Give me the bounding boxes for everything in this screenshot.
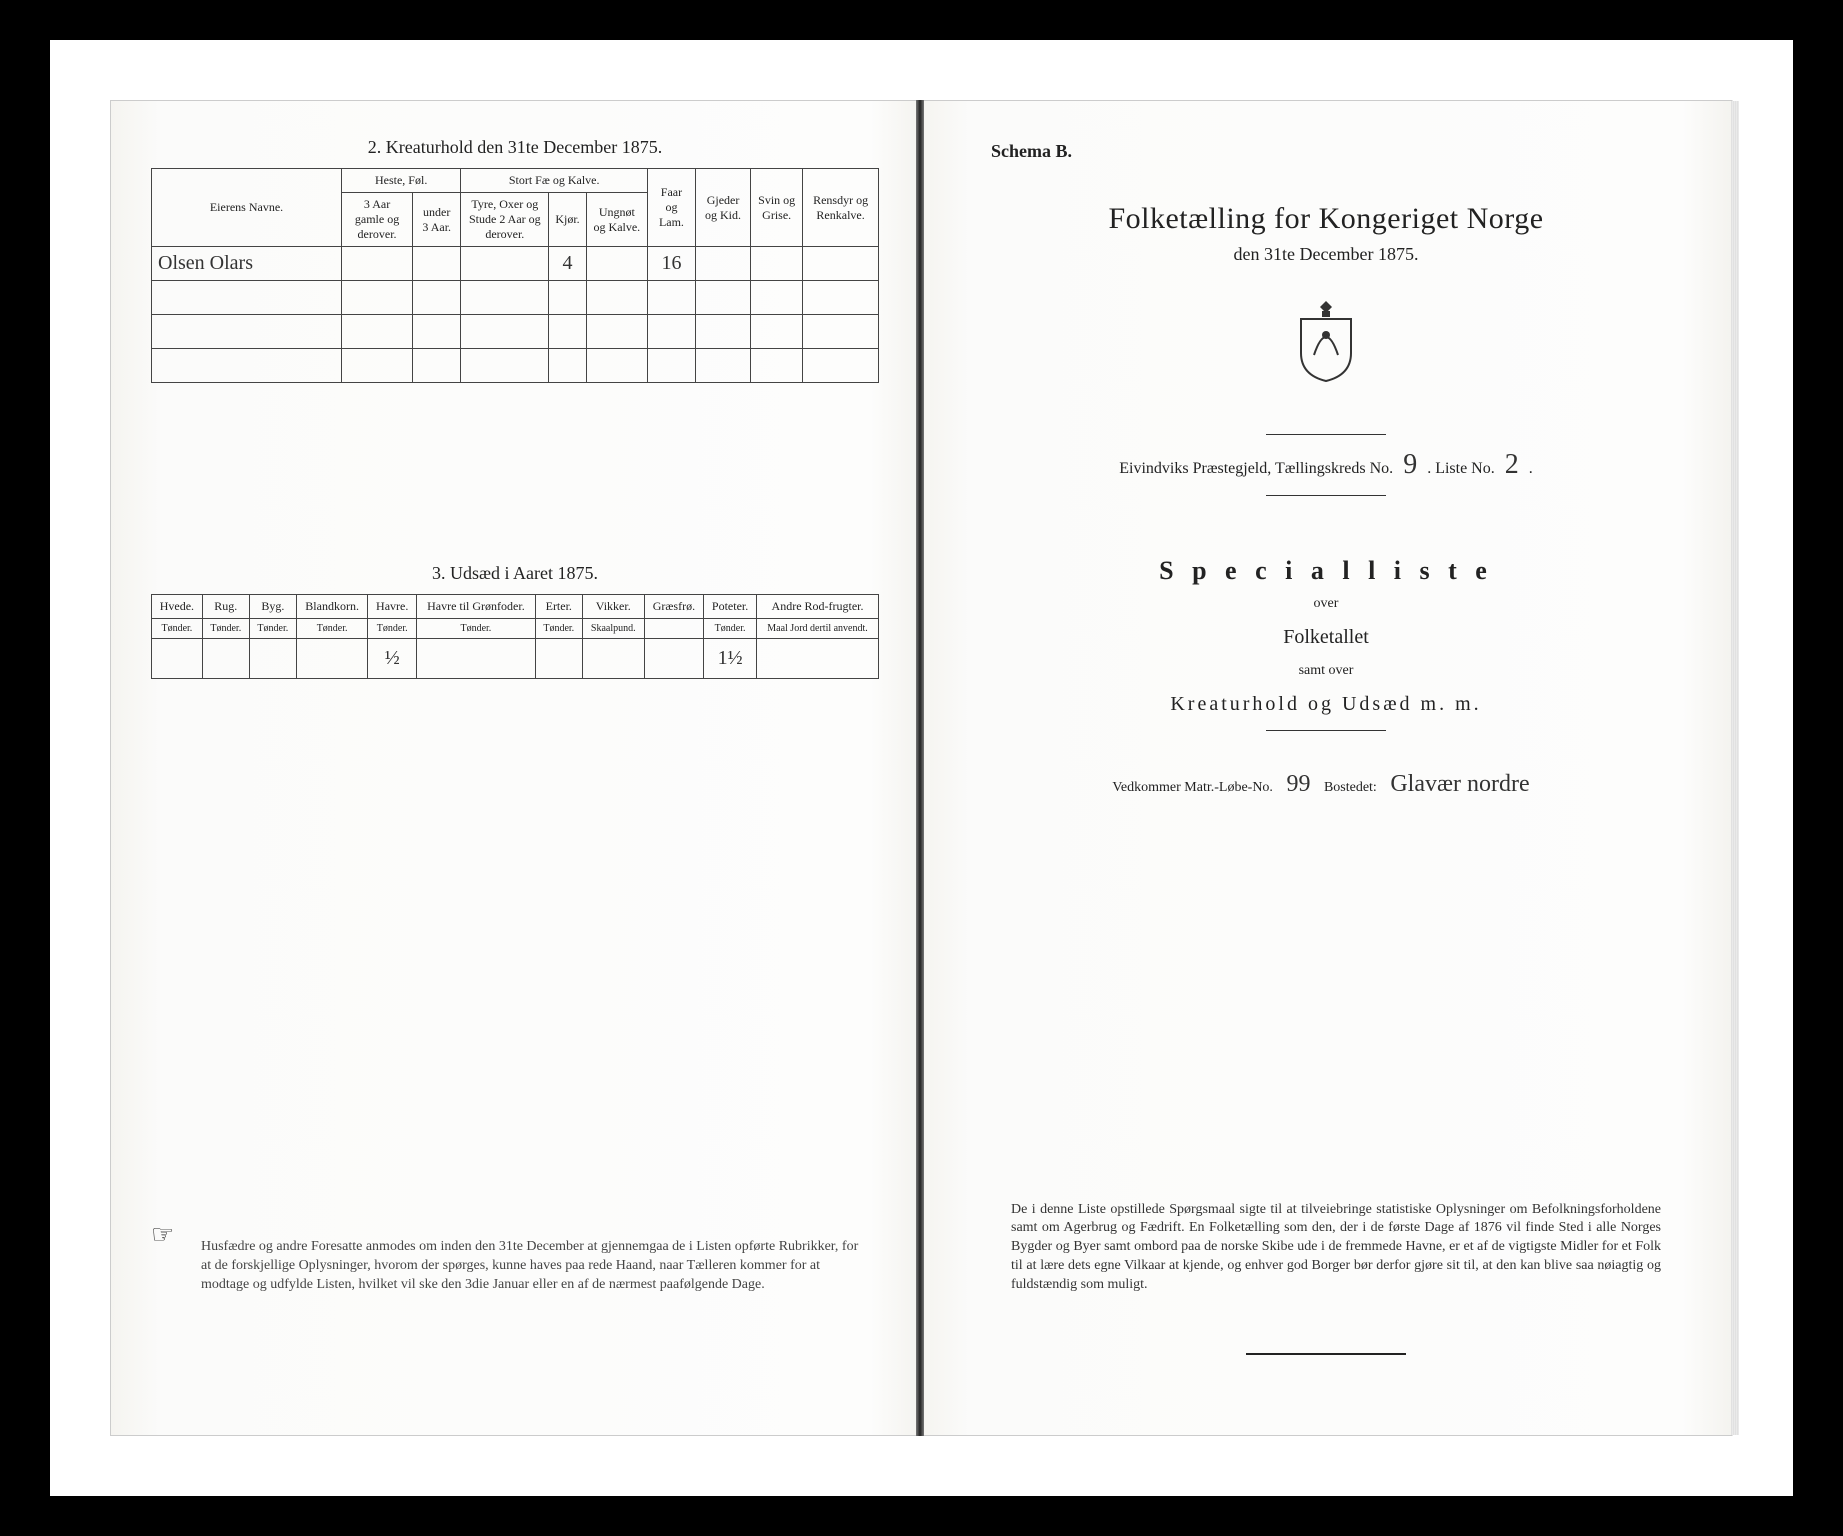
th-stort-a: Tyre, Oxer og Stude 2 Aar og derover. xyxy=(461,193,549,247)
prest-line: Eivindviks Præstegjeld, Tællingskreds No… xyxy=(961,449,1691,481)
main-title: Folketælling for Kongeriget Norge xyxy=(961,202,1691,236)
th-stort: Stort Fæ og Kalve. xyxy=(461,169,648,193)
coat-of-arms-icon xyxy=(1286,295,1366,385)
section2-title: 2. Kreaturhold den 31te December 1875. xyxy=(151,137,879,158)
th3-4: Havre. xyxy=(368,595,417,619)
table-row xyxy=(152,349,879,383)
cell: 4 xyxy=(549,247,586,281)
scan-frame: 2. Kreaturhold den 31te December 1875. E… xyxy=(50,40,1793,1496)
left-footnote: Husfædre og andre Foresatte anmodes om i… xyxy=(201,1238,859,1295)
divider xyxy=(1266,495,1386,496)
th3s-9: Tønder. xyxy=(704,619,757,639)
table-row xyxy=(152,281,879,315)
vedk-pre: Vedkommer Matr.-Løbe-No. xyxy=(1112,780,1273,795)
vedk-mid: Bostedet: xyxy=(1324,780,1377,795)
th-heste: Heste, Føl. xyxy=(342,169,461,193)
table-row xyxy=(152,315,879,349)
th-heste-a: 3 Aar gamle og derover. xyxy=(342,193,413,247)
bosted: Glavær nordre xyxy=(1390,771,1529,797)
cell xyxy=(249,639,296,679)
th-faar: Faar og Lam. xyxy=(648,169,696,247)
th3s-0: Tønder. xyxy=(152,619,203,639)
cell xyxy=(586,247,647,281)
schema-label: Schema B. xyxy=(991,141,1691,162)
kreatur-line: Kreaturhold og Udsæd m. m. xyxy=(961,693,1691,716)
cell xyxy=(413,247,461,281)
specialliste: S p e c i a l l i s t e xyxy=(961,556,1691,586)
cell xyxy=(152,639,203,679)
vedkommer-line: Vedkommer Matr.-Løbe-No. 99 Bostedet: Gl… xyxy=(961,771,1691,798)
book-spine xyxy=(916,100,924,1436)
cell xyxy=(202,639,249,679)
th-svin: Svin og Grise. xyxy=(751,169,803,247)
cell xyxy=(417,639,536,679)
cell xyxy=(461,247,549,281)
th3-9: Poteter. xyxy=(704,595,757,619)
th3-7: Vikker. xyxy=(582,595,644,619)
section3-title: 3. Udsæd i Aaret 1875. xyxy=(151,563,879,584)
cell xyxy=(342,247,413,281)
th3-2: Byg. xyxy=(249,595,296,619)
th-rens: Rensdyr og Renkalve. xyxy=(803,169,879,247)
liste-no: 2 xyxy=(1505,449,1519,480)
pointer-icon: ☞ xyxy=(151,1220,174,1250)
cell xyxy=(751,247,803,281)
cell xyxy=(803,247,879,281)
th3-1: Rug. xyxy=(202,595,249,619)
th3s-2: Tønder. xyxy=(249,619,296,639)
th3-5: Havre til Grønfoder. xyxy=(417,595,536,619)
th-stort-b: Kjør. xyxy=(549,193,586,247)
page-edge xyxy=(1731,101,1739,1435)
cell: 1½ xyxy=(704,639,757,679)
th-stort-c: Ungnøt og Kalve. xyxy=(586,193,647,247)
table-kreaturhold: Eierens Navne. Heste, Føl. Stort Fæ og K… xyxy=(151,168,879,383)
kreds-no: 9 xyxy=(1403,449,1417,480)
matr-no: 99 xyxy=(1286,771,1310,797)
th3-6: Erter. xyxy=(535,595,582,619)
cell: 16 xyxy=(648,247,696,281)
cell xyxy=(757,639,879,679)
table-row: ½ 1½ xyxy=(152,639,879,679)
th3-10: Andre Rod-frugter. xyxy=(757,595,879,619)
cell xyxy=(296,639,368,679)
th3-8: Græsfrø. xyxy=(644,595,703,619)
th-heste-b: under 3 Aar. xyxy=(413,193,461,247)
cell xyxy=(695,247,750,281)
folketallet: Folketallet xyxy=(961,626,1691,649)
main-subtitle: den 31te December 1875. xyxy=(961,244,1691,265)
th-eier: Eierens Navne. xyxy=(152,169,342,247)
over: over xyxy=(961,596,1691,612)
prest-post: . xyxy=(1529,460,1533,477)
right-paragraph: De i denne Liste opstillede Spørgsmaal s… xyxy=(1011,1201,1661,1295)
cell xyxy=(582,639,644,679)
th3s-1: Tønder. xyxy=(202,619,249,639)
th3s-7: Skaalpund. xyxy=(582,619,644,639)
th3-3: Blandkorn. xyxy=(296,595,368,619)
th-gjeder: Gjeder og Kid. xyxy=(695,169,750,247)
divider xyxy=(1266,730,1386,731)
open-book: 2. Kreaturhold den 31te December 1875. E… xyxy=(110,100,1733,1436)
th3s-8 xyxy=(644,619,703,639)
prest-mid: . Liste No. xyxy=(1427,460,1495,477)
divider xyxy=(1266,434,1386,435)
divider xyxy=(1246,1353,1406,1355)
samt-over: samt over xyxy=(961,663,1691,679)
prest-pre: Eivindviks Præstegjeld, Tællingskreds No… xyxy=(1119,460,1393,477)
cell-name: Olsen Olars xyxy=(152,247,342,281)
table-row: Olsen Olars 4 16 xyxy=(152,247,879,281)
cell: ½ xyxy=(368,639,417,679)
th3s-5: Tønder. xyxy=(417,619,536,639)
page-right: Schema B. Folketælling for Kongeriget No… xyxy=(920,100,1732,1436)
page-left: 2. Kreaturhold den 31te December 1875. E… xyxy=(110,100,920,1436)
cell xyxy=(644,639,703,679)
th3s-10: Maal Jord dertil anvendt. xyxy=(757,619,879,639)
th3s-4: Tønder. xyxy=(368,619,417,639)
th3-0: Hvede. xyxy=(152,595,203,619)
th3s-6: Tønder. xyxy=(535,619,582,639)
cell xyxy=(535,639,582,679)
table-udsaed: Hvede.Rug.Byg.Blandkorn.Havre.Havre til … xyxy=(151,594,879,679)
th3s-3: Tønder. xyxy=(296,619,368,639)
